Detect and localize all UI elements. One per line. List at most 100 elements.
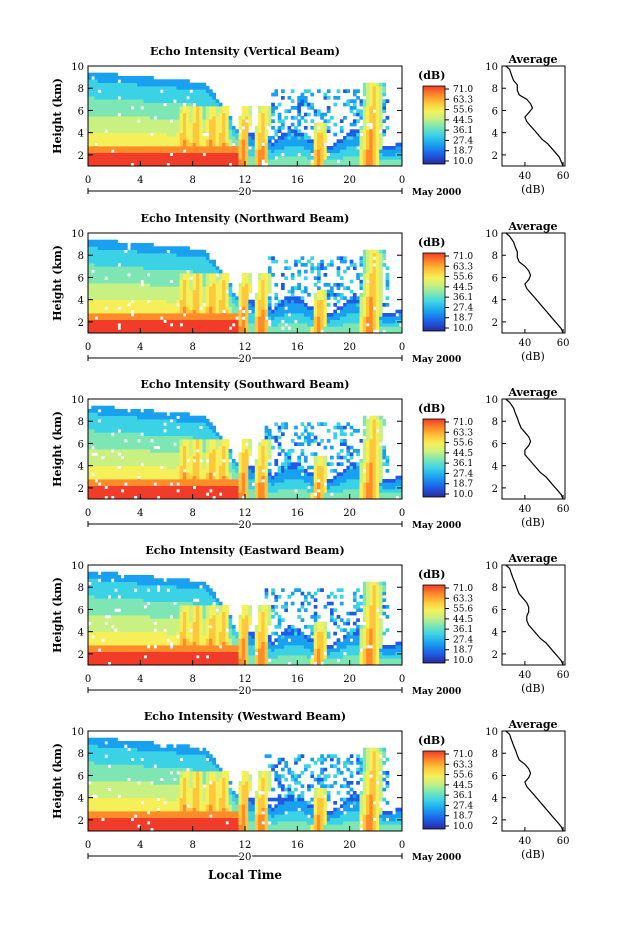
- heatmap-cell: [388, 316, 393, 320]
- heatmap-cell: [202, 92, 207, 97]
- heatmap-cell: [110, 439, 115, 443]
- heatmap-cell: [287, 96, 292, 100]
- heatmap-cell: [300, 156, 305, 160]
- heatmap-cell: [375, 132, 380, 137]
- heatmap-cell: [241, 106, 246, 110]
- heatmap-cell: [343, 296, 347, 300]
- heatmap-cell: [120, 102, 125, 107]
- heatmap-cell: [192, 253, 197, 257]
- heatmap-cell: [195, 485, 200, 490]
- heatmap-cell: [228, 489, 233, 493]
- heatmap-cell: [176, 429, 180, 433]
- heatmap-cell: [91, 425, 95, 430]
- heatmap-cell: [140, 243, 144, 247]
- heatmap-cell: [91, 152, 95, 157]
- heatmap-cell: [156, 79, 161, 83]
- heatmap-cell: [137, 435, 141, 440]
- heatmap-cell: [317, 306, 321, 310]
- avg-title: Average: [507, 220, 557, 233]
- heatmap-cell: [199, 415, 203, 420]
- heatmap-cell: [88, 323, 92, 327]
- heatmap-cell: [166, 132, 171, 137]
- heatmap-cell: [310, 316, 315, 320]
- heatmap-cell: [375, 273, 380, 277]
- heatmap-cell: [330, 286, 334, 290]
- heatmap-cell: [195, 109, 200, 113]
- heatmap-cell: [192, 303, 197, 307]
- heatmap-cell: [218, 156, 223, 160]
- heatmap-cell: [127, 109, 131, 113]
- heatmap-cell: [117, 246, 122, 250]
- heatmap-cell: [356, 162, 360, 167]
- heatmap-cell: [346, 102, 351, 107]
- heatmap-cell: [114, 303, 118, 307]
- heatmap-cell: [124, 489, 128, 493]
- heatmap-cell: [140, 439, 144, 443]
- heatmap-cell: [222, 495, 226, 500]
- heatmap-cell: [379, 263, 383, 267]
- heatmap-cell: [169, 149, 174, 153]
- heatmap-cell: [379, 296, 383, 300]
- heatmap-cell: [117, 119, 122, 123]
- heatmap-cell: [225, 445, 230, 450]
- heatmap-cell: [153, 435, 158, 440]
- heatmap-cell: [369, 276, 373, 280]
- heatmap-cell: [166, 269, 171, 274]
- heatmap-cell: [124, 149, 128, 153]
- heatmap-cell: [91, 246, 95, 250]
- heatmap-cell: [209, 109, 213, 113]
- heatmap-cell: [199, 492, 203, 496]
- heatmap-cell: [228, 299, 233, 304]
- heatmap-cell: [258, 139, 262, 143]
- heatmap-cell: [313, 126, 318, 130]
- heatmap-cell: [333, 303, 337, 307]
- heatmap-cell: [133, 465, 138, 470]
- heatmap-cell: [202, 136, 207, 140]
- heatmap-cell: [241, 156, 246, 160]
- heatmap-cell: [110, 326, 115, 330]
- heatmap-cell: [294, 156, 298, 160]
- heatmap-cell: [146, 159, 151, 163]
- heatmap-cell: [258, 149, 262, 153]
- heatmap-cell: [352, 152, 357, 157]
- heatmap-cell: [349, 313, 354, 317]
- heatmap-cell: [212, 326, 216, 330]
- heatmap-cell: [160, 306, 164, 310]
- heatmap-cell: [225, 449, 230, 453]
- heatmap-cell: [202, 126, 207, 130]
- heatmap-cell: [91, 82, 95, 87]
- heatmap-cell: [143, 106, 148, 110]
- heatmap-cell: [222, 136, 226, 140]
- panel-2: Echo Intensity (Northward Beam)246810Hei…: [51, 212, 569, 367]
- heatmap-cell: [297, 259, 301, 264]
- heatmap-cell: [313, 139, 318, 143]
- heatmap-cell: [336, 283, 341, 287]
- heatmap-cell: [238, 162, 243, 167]
- heatmap-cell: [195, 263, 200, 267]
- heatmap-cell: [186, 156, 190, 160]
- heatmap-cell: [150, 293, 154, 297]
- heatmap-cell: [199, 259, 203, 264]
- heatmap-cell: [186, 293, 190, 297]
- heatmap-cell: [238, 289, 243, 294]
- heatmap-cell: [238, 482, 243, 486]
- heatmap-cell: [218, 435, 223, 440]
- heatmap-cell: [199, 495, 203, 500]
- heatmap-cell: [352, 159, 357, 163]
- heatmap-cell: [88, 156, 92, 160]
- heatmap-cell: [274, 329, 279, 334]
- heatmap-cell: [307, 89, 311, 93]
- heatmap-cell: [339, 126, 344, 130]
- heatmap-cell: [104, 432, 109, 436]
- heatmap-cell: [195, 96, 200, 100]
- heatmap-cell: [362, 106, 367, 110]
- heatmap-cell: [186, 462, 190, 466]
- heatmap-cell: [163, 82, 167, 87]
- y-tick-label: 10: [71, 62, 84, 73]
- heatmap-cell: [290, 286, 295, 290]
- heatmap-cell: [107, 469, 112, 473]
- heatmap-cell: [169, 439, 174, 443]
- heatmap-cell: [369, 249, 373, 254]
- heatmap-cell: [218, 459, 223, 463]
- heatmap-cell: [163, 469, 167, 473]
